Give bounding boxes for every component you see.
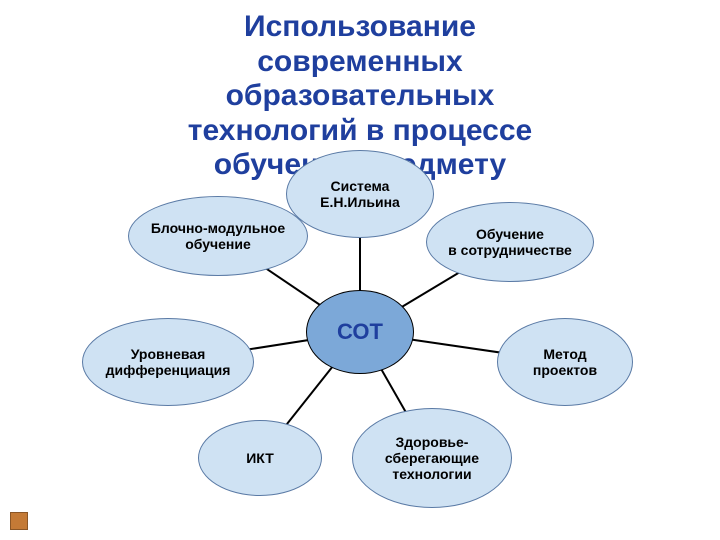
outer-node: Система Е.Н.Ильина	[286, 150, 434, 238]
outer-node: Блочно-модульное обучение	[128, 196, 308, 276]
outer-node: Обучение в сотрудничестве	[426, 202, 594, 282]
slide-corner-accent	[10, 512, 28, 530]
outer-node: Здоровье- сберегающие технологии	[352, 408, 512, 508]
center-node: СОТ	[306, 290, 414, 374]
radial-diagram: Система Е.Н.ИльинаОбучение в сотрудничес…	[0, 0, 720, 540]
outer-node: Метод проектов	[497, 318, 633, 406]
outer-node: ИКТ	[198, 420, 322, 496]
outer-node: Уровневая дифференциация	[82, 318, 254, 406]
